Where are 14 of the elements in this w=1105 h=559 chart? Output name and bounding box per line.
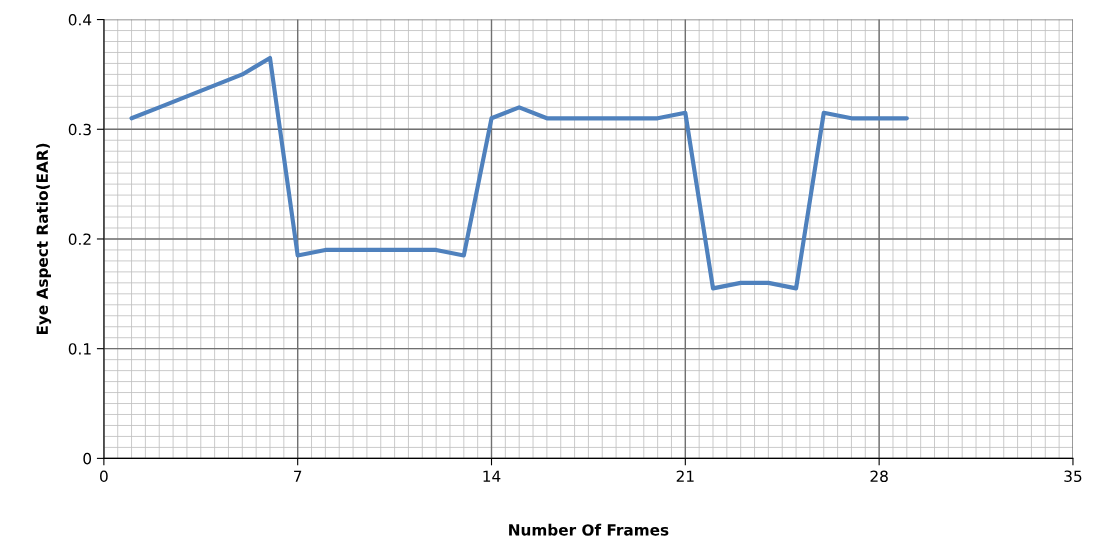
x-tick-label: 21 xyxy=(676,470,694,482)
x-tick-label: 35 xyxy=(1064,470,1082,483)
x-axis-title: Number Of Frames xyxy=(509,523,669,536)
y-tick-label: 0.4 xyxy=(68,14,92,26)
x-tick-label: 14 xyxy=(483,470,501,482)
x-tick-label: 0 xyxy=(100,470,108,483)
y-tick-label: 0.1 xyxy=(68,343,91,355)
x-tick-label: 28 xyxy=(870,470,888,483)
y-tick-label: 0.3 xyxy=(68,123,91,136)
y-tick-label: 0.2 xyxy=(68,233,91,245)
y-tick-label: 0 xyxy=(83,452,92,465)
x-tick-label: 7 xyxy=(294,470,302,482)
line-series xyxy=(129,55,909,291)
y-axis-title: Eye Aspect Ratio(EAR) xyxy=(36,143,52,335)
